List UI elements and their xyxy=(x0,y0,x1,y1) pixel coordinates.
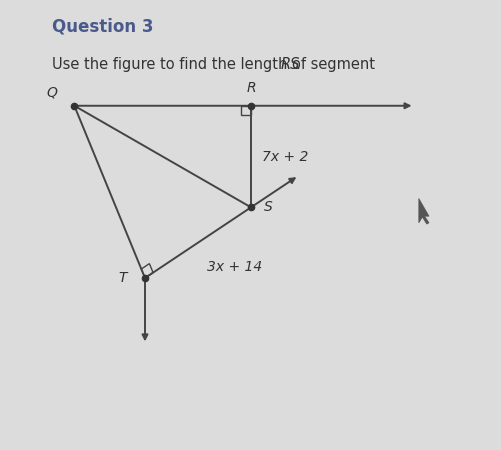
Text: Question 3: Question 3 xyxy=(52,18,153,36)
Text: 7x + 2: 7x + 2 xyxy=(262,149,308,163)
Text: Q: Q xyxy=(47,86,58,99)
Text: 3x + 14: 3x + 14 xyxy=(206,260,262,274)
Text: RS: RS xyxy=(280,57,300,72)
Text: Use the figure to find the length of segment: Use the figure to find the length of seg… xyxy=(52,57,379,72)
Text: R: R xyxy=(245,81,256,95)
Polygon shape xyxy=(418,198,428,224)
Text: .: . xyxy=(295,57,299,72)
Text: S: S xyxy=(264,200,273,214)
Text: T: T xyxy=(118,271,127,285)
